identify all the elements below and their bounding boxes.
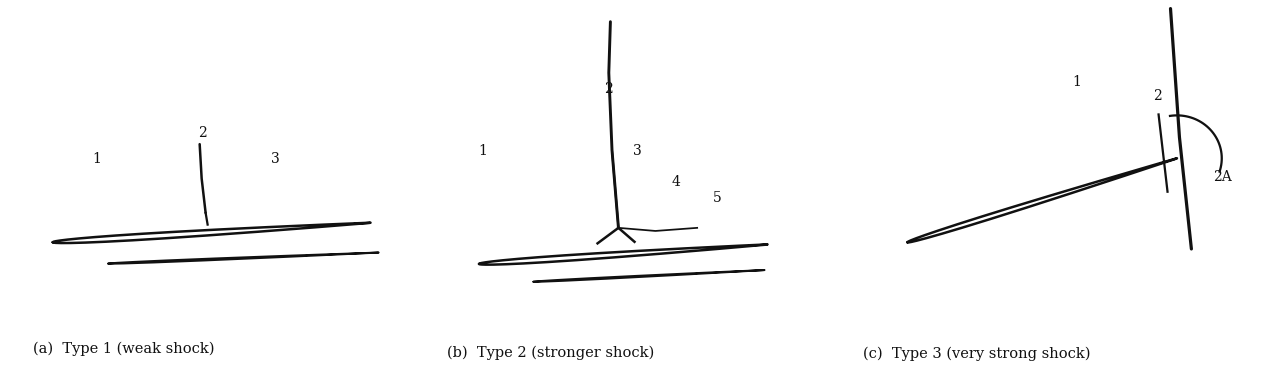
- Text: 2: 2: [197, 126, 206, 140]
- Text: (c)  Type 3 (very strong shock): (c) Type 3 (very strong shock): [863, 346, 1090, 361]
- Text: 3: 3: [633, 144, 642, 158]
- Text: 4: 4: [671, 175, 680, 189]
- Text: 5: 5: [713, 190, 722, 205]
- Text: (a)  Type 1 (weak shock): (a) Type 1 (weak shock): [33, 342, 214, 356]
- Text: (b)  Type 2 (stronger shock): (b) Type 2 (stronger shock): [447, 345, 653, 359]
- Text: 2: 2: [1152, 89, 1161, 103]
- Text: 1: 1: [92, 152, 101, 166]
- Text: 1: 1: [1072, 75, 1081, 89]
- Text: 2: 2: [604, 82, 613, 96]
- Text: 2A: 2A: [1213, 170, 1232, 184]
- Text: 3: 3: [271, 152, 280, 166]
- Text: 1: 1: [479, 144, 487, 158]
